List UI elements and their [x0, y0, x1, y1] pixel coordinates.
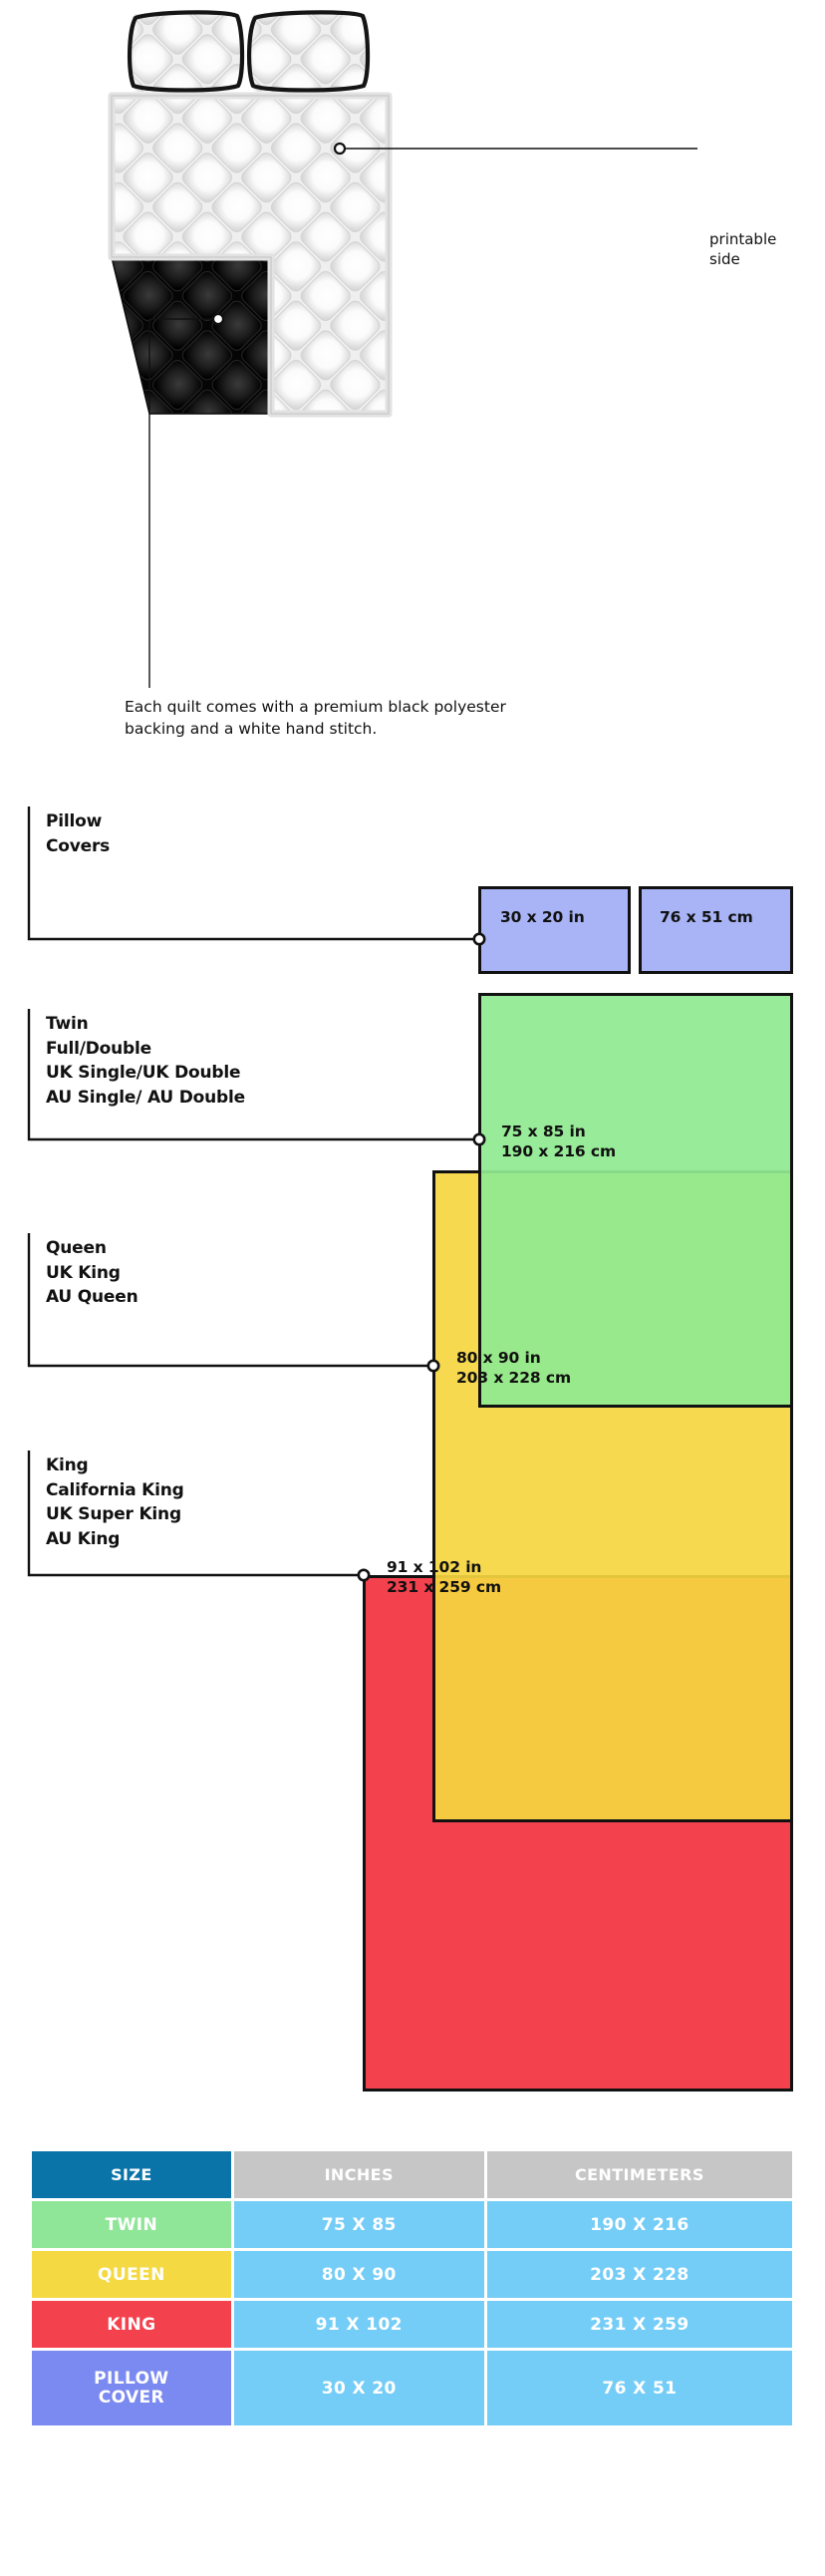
- row-label-king: KING: [32, 2301, 231, 2348]
- row-inches-pillow-cover: 30 X 20: [233, 2351, 484, 2425]
- table-row: QUEEN 80 X 90 203 X 228: [32, 2251, 792, 2298]
- table-header-size: SIZE: [32, 2151, 231, 2198]
- row-cm-king: 231 X 259: [486, 2301, 792, 2348]
- row-inches-twin: 75 X 85: [233, 2201, 484, 2248]
- quilt-black-backing: [111, 256, 272, 415]
- row-cm-twin: 190 X 216: [486, 2201, 792, 2248]
- twin-box: [478, 993, 793, 1408]
- row-label-queen: QUEEN: [32, 2251, 231, 2298]
- row-inches-king: 91 X 102: [233, 2301, 484, 2348]
- group-label-queen: Queen UK King AU Queen: [46, 1238, 138, 1308]
- size-chart-table: SIZE INCHES CENTIMETERS TWIN 75 X 85 190…: [29, 2148, 795, 2428]
- size-comparison-diagram: 30 x 20 in 76 x 51 cm Pillow Covers Twin…: [0, 788, 825, 2113]
- quilt-drawing: [108, 10, 697, 688]
- table-row: PILLOW COVER 30 X 20 76 X 51: [32, 2351, 792, 2425]
- row-cm-pillow-cover: 76 X 51: [486, 2351, 792, 2425]
- backing-caption: Each quilt comes with a premium black po…: [125, 698, 506, 739]
- row-cm-queen: 203 X 228: [486, 2251, 792, 2298]
- diagram-leader-lines: [27, 806, 486, 1582]
- queen-dimensions: 80 x 90 in 203 x 228 cm: [456, 1348, 571, 1389]
- printable-side-label: printable side: [709, 230, 777, 269]
- pillow-dimension-cm: 76 x 51 cm: [660, 908, 753, 926]
- pillow-right: [246, 10, 371, 93]
- table-header-inches: INCHES: [233, 2151, 484, 2198]
- row-label-twin: TWIN: [32, 2201, 231, 2248]
- queen-dimension-inches: 80 x 90 in: [456, 1349, 541, 1367]
- table-header-cm: CENTIMETERS: [486, 2151, 792, 2198]
- table-row: KING 91 X 102 231 X 259: [32, 2301, 792, 2348]
- row-label-pillow-cover: PILLOW COVER: [32, 2351, 231, 2425]
- twin-dimension-inches: 75 x 85 in: [501, 1123, 586, 1140]
- pillow-box-cm: [639, 886, 793, 974]
- backing-leader: [148, 312, 225, 688]
- table-row: TWIN 75 X 85 190 X 216: [32, 2201, 792, 2248]
- pillow-left: [127, 10, 245, 93]
- king-dimension-inches: 91 x 102 in: [387, 1558, 482, 1576]
- twin-dimension-cm: 190 x 216 cm: [501, 1142, 617, 1161]
- pillow-dimension-inches: 30 x 20 in: [500, 908, 585, 926]
- table-header-row: SIZE INCHES CENTIMETERS: [32, 2151, 792, 2198]
- group-label-king: King California King UK Super King AU Ki…: [46, 1455, 184, 1549]
- king-dimension-cm: 231 x 259 cm: [387, 1578, 502, 1597]
- queen-dimension-cm: 203 x 228 cm: [456, 1369, 572, 1388]
- pillow-box-inches: [478, 886, 631, 974]
- row-inches-queen: 80 X 90: [233, 2251, 484, 2298]
- group-label-twin: Twin Full/Double UK Single/UK Double AU …: [46, 1014, 245, 1108]
- printable-side-leader: [333, 142, 697, 156]
- king-dimensions: 91 x 102 in 231 x 259 cm: [387, 1557, 501, 1598]
- quilt-illustration: printable side Each quilt comes with a p…: [0, 0, 825, 788]
- twin-dimensions: 75 x 85 in 190 x 216 cm: [501, 1122, 616, 1162]
- group-label-pillow-covers: Pillow Covers: [46, 811, 111, 856]
